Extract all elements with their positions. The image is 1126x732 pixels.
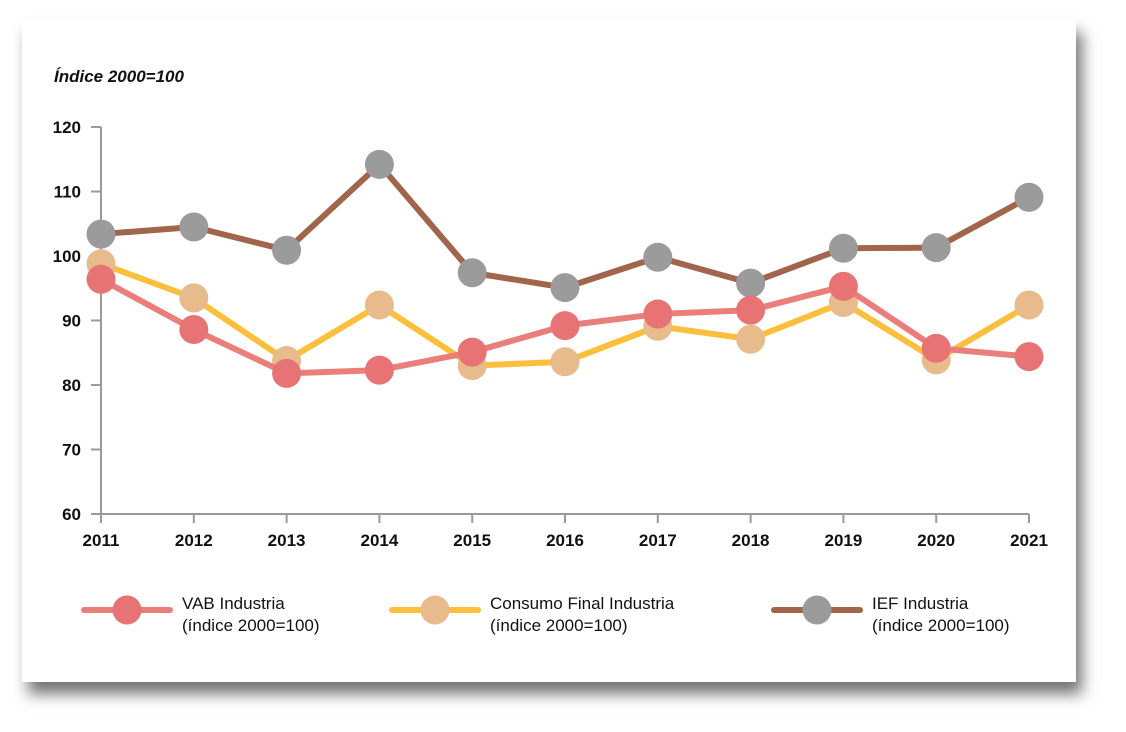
data-point-ief-industria — [1014, 182, 1044, 212]
x-tick-label: 2019 — [824, 531, 862, 550]
data-point-ief-industria — [364, 149, 394, 179]
y-tick-label: 120 — [53, 118, 81, 137]
data-point-consumo-final-industria — [736, 324, 766, 354]
series-vab-industria — [86, 264, 1044, 388]
legend-sublabel: (índice 2000=100) — [182, 616, 320, 635]
chart-card: Índice 2000=100 60 70 80 90 100 110 120 2011 201… — [22, 20, 1076, 682]
data-point-ief-industria — [86, 219, 116, 249]
y-tick-label: 110 — [54, 183, 81, 202]
y-unit-label: Índice 2000=100 — [54, 67, 185, 86]
data-point-vab-industria — [86, 264, 116, 294]
data-point-vab-industria — [179, 315, 209, 345]
data-point-vab-industria — [1014, 342, 1044, 372]
x-tick-label: 2020 — [917, 531, 955, 550]
data-point-ief-industria — [921, 233, 951, 263]
data-point-consumo-final-industria — [550, 347, 580, 377]
data-point-vab-industria — [550, 311, 580, 341]
y-tick-label: 60 — [62, 505, 81, 524]
data-point-vab-industria — [643, 299, 673, 329]
legend-swatch-marker — [420, 595, 450, 625]
x-tick-label: 2011 — [83, 531, 120, 550]
legend-label: IEF Industria — [872, 594, 969, 613]
data-point-ief-industria — [272, 235, 302, 265]
data-point-vab-industria — [921, 333, 951, 363]
data-point-vab-industria — [457, 337, 487, 367]
legend: VAB Industria(índice 2000=100)Consumo Fi… — [81, 594, 1010, 635]
x-tick-label: 2016 — [546, 531, 584, 550]
data-point-ief-industria — [457, 258, 487, 288]
y-tick-label: 80 — [62, 376, 81, 395]
legend-item-ief-industria: IEF Industria (índice 2000=100) — [771, 594, 1010, 635]
series-line-ief-industria — [98, 161, 1032, 291]
x-tick-label: 2017 — [639, 531, 677, 550]
data-point-vab-industria — [272, 358, 302, 388]
x-tick-label: 2015 — [453, 531, 491, 550]
legend-item-consumo-final-industria: Consumo Final Industria (índice 2000=100) — [389, 594, 675, 635]
x-tick-label: 2012 — [175, 531, 213, 550]
y-tick-label: 90 — [62, 312, 81, 331]
legend-label: Consumo Final Industria — [490, 594, 675, 613]
data-point-consumo-final-industria — [364, 290, 394, 320]
data-point-ief-industria — [828, 233, 858, 263]
series-layer — [86, 149, 1044, 388]
series-ief-industria — [86, 149, 1044, 303]
data-point-vab-industria — [736, 295, 766, 325]
data-point-ief-industria — [550, 273, 580, 303]
line-chart: Índice 2000=100 60 70 80 90 100 110 120 2011 201… — [53, 67, 1048, 635]
data-point-vab-industria — [828, 271, 858, 301]
data-point-ief-industria — [643, 242, 673, 272]
x-tick-label: 2013 — [268, 531, 306, 550]
axes: 60 70 80 90 100 110 120 2011 2012 2013 2014 2015 201… — [53, 118, 1048, 550]
legend-swatch-marker — [802, 595, 832, 625]
legend-sublabel: (índice 2000=100) — [490, 616, 628, 635]
x-tick-label: 2018 — [732, 531, 770, 550]
legend-label: VAB Industria — [182, 594, 285, 613]
data-point-vab-industria — [364, 355, 394, 385]
y-tick-label: 100 — [53, 247, 81, 266]
data-point-consumo-final-industria — [1014, 290, 1044, 320]
legend-swatch-marker — [112, 595, 142, 625]
data-point-ief-industria — [179, 212, 209, 242]
x-tick-label: 2014 — [360, 531, 398, 550]
legend-item-vab-industria: VAB Industria (índice 2000=100) — [81, 594, 320, 635]
data-point-ief-industria — [736, 268, 766, 298]
data-point-consumo-final-industria — [179, 283, 209, 313]
y-tick-label: 70 — [62, 441, 81, 460]
x-tick-label: 2021 — [1010, 531, 1048, 550]
legend-sublabel: (índice 2000=100) — [872, 616, 1010, 635]
